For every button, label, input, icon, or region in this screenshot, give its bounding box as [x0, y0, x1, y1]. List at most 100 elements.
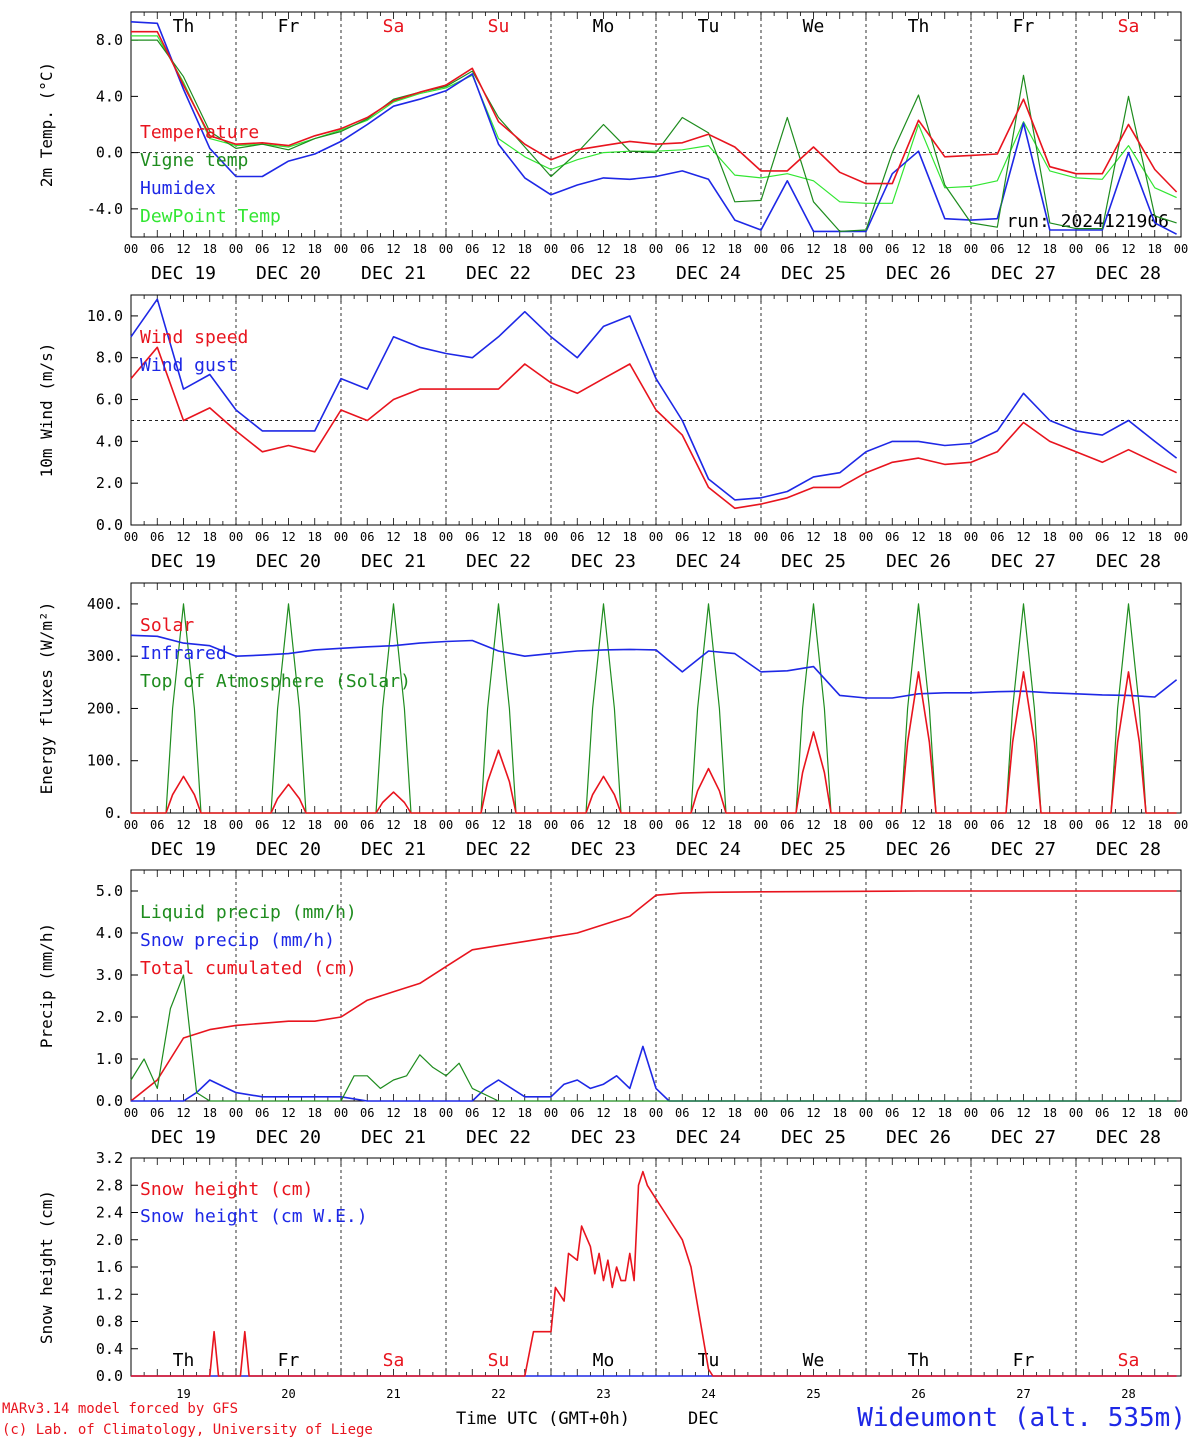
x-hour-label: 12 — [701, 530, 715, 544]
time-axis-title: Time UTC (GMT+0h) — [456, 1409, 630, 1429]
x-hour-label: 06 — [255, 530, 269, 544]
x-hour-label: 18 — [1043, 530, 1057, 544]
x-hour-label: 06 — [780, 1106, 794, 1120]
x-hour-label: 18 — [203, 242, 217, 256]
x-hour-label: 18 — [623, 818, 637, 832]
x-hour-label: 12 — [176, 1106, 190, 1120]
x-hour-label: 06 — [780, 242, 794, 256]
x-hour-label: 18 — [203, 1106, 217, 1120]
date-label: DEC 24 — [676, 263, 741, 284]
x-hour-label: 12 — [491, 818, 505, 832]
date-label: DEC 25 — [781, 551, 846, 572]
x-hour-label: 12 — [806, 242, 820, 256]
date-label: DEC 19 — [151, 551, 216, 572]
x-hour-label: 00 — [964, 818, 978, 832]
x-hour-label: 12 — [596, 818, 610, 832]
x-hour-label: 00 — [439, 242, 453, 256]
x-hour-label: 12 — [491, 530, 505, 544]
weekday-label: Fr — [278, 16, 300, 37]
x-hour-label: 12 — [1016, 818, 1030, 832]
station-label: Wideumont (alt. 535m) — [857, 1403, 1186, 1433]
x-hour-label: 12 — [911, 1106, 925, 1120]
x-hour-label: 00 — [964, 242, 978, 256]
series-line-2 — [130, 298, 1178, 501]
legend-label: Solar — [140, 615, 194, 636]
x-hour-label: 00 — [334, 530, 348, 544]
x-hour-label: 18 — [833, 818, 847, 832]
date-label: DEC 27 — [991, 839, 1056, 860]
y-tick-label: 2.4 — [96, 1204, 123, 1222]
date-label: DEC 21 — [361, 551, 426, 572]
x-hour-label: 06 — [675, 818, 689, 832]
date-label: DEC 27 — [991, 1127, 1056, 1148]
x-hour-label: 12 — [1121, 1106, 1135, 1120]
x-hour-label: 00 — [334, 1106, 348, 1120]
x-hour-label: 00 — [649, 242, 663, 256]
x-hour-label: 06 — [150, 530, 164, 544]
weekday-label: We — [803, 16, 825, 37]
day-number-label: 20 — [281, 1387, 295, 1401]
legend-label: Snow height (cm) — [140, 1179, 313, 1200]
x-hour-label: 06 — [990, 242, 1004, 256]
x-hour-label: 12 — [911, 818, 925, 832]
series-line-1 — [131, 30, 1178, 193]
weekday-label: Fr — [1013, 1350, 1035, 1371]
x-hour-label: 06 — [465, 818, 479, 832]
weekday-label: Sa — [1118, 16, 1140, 37]
x-hour-label: 06 — [150, 818, 164, 832]
x-hour-label: 12 — [281, 1106, 295, 1120]
x-hour-label: 18 — [518, 1106, 532, 1120]
y-tick-label: 0.0 — [96, 144, 123, 162]
x-hour-label: 06 — [885, 818, 899, 832]
x-hour-label: 00 — [1069, 1106, 1083, 1120]
weekday-label: Th — [173, 1350, 195, 1371]
x-hour-label: 06 — [255, 818, 269, 832]
x-hour-label: 12 — [1016, 530, 1030, 544]
weekday-label: Su — [488, 16, 510, 37]
x-hour-label: 12 — [806, 1106, 820, 1120]
date-label: DEC 25 — [781, 263, 846, 284]
x-hour-label: 00 — [229, 530, 243, 544]
x-hour-label: 18 — [1148, 1106, 1162, 1120]
date-label: DEC 23 — [571, 839, 636, 860]
series-line-2 — [131, 1045, 1177, 1102]
date-label: DEC 25 — [781, 1127, 846, 1148]
date-label: DEC 20 — [256, 839, 321, 860]
y-tick-label: 400. — [87, 595, 123, 613]
x-hour-label: 12 — [386, 818, 400, 832]
x-hour-label: 18 — [833, 1106, 847, 1120]
y-tick-label: 10.0 — [87, 307, 123, 325]
y-tick-label: 300. — [87, 647, 123, 665]
date-label: DEC 20 — [256, 263, 321, 284]
x-hour-label: 12 — [701, 1106, 715, 1120]
series-line-4 — [131, 35, 1177, 204]
x-hour-label: 18 — [1148, 530, 1162, 544]
x-hour-label: 06 — [990, 530, 1004, 544]
x-hour-label: 06 — [570, 818, 584, 832]
panel-1: -4.0 0.0 4.0 8.0 2m Temp. (°C) 00 06 12 18 00 06 12… — [37, 11, 1188, 284]
legend-label: Infrared — [140, 643, 227, 664]
x-hour-label: 12 — [281, 530, 295, 544]
x-hour-label: 00 — [754, 242, 768, 256]
y-tick-label: 0.0 — [96, 1367, 123, 1385]
x-hour-label: 00 — [1069, 242, 1083, 256]
y-tick-label: 200. — [87, 699, 123, 717]
x-hour-label: 12 — [806, 530, 820, 544]
x-hour-label: 00 — [439, 1106, 453, 1120]
x-hour-label: 06 — [150, 242, 164, 256]
y-tick-label: -4.0 — [87, 200, 123, 218]
x-hour-label: 18 — [938, 242, 952, 256]
series-line-1 — [131, 671, 1177, 814]
x-hour-label: 06 — [780, 818, 794, 832]
y-tick-label: 8.0 — [96, 31, 123, 49]
x-hour-label: 12 — [281, 818, 295, 832]
date-label: DEC 19 — [151, 263, 216, 284]
x-hour-label: 00 — [334, 242, 348, 256]
x-hour-label: 06 — [465, 530, 479, 544]
x-hour-label: 06 — [1095, 1106, 1109, 1120]
x-hour-label: 00 — [544, 530, 558, 544]
date-label: DEC 26 — [886, 1127, 951, 1148]
x-hour-label: 12 — [1121, 818, 1135, 832]
x-hour-label: 18 — [1043, 242, 1057, 256]
legend-label: Liquid precip (mm/h) — [140, 902, 357, 923]
